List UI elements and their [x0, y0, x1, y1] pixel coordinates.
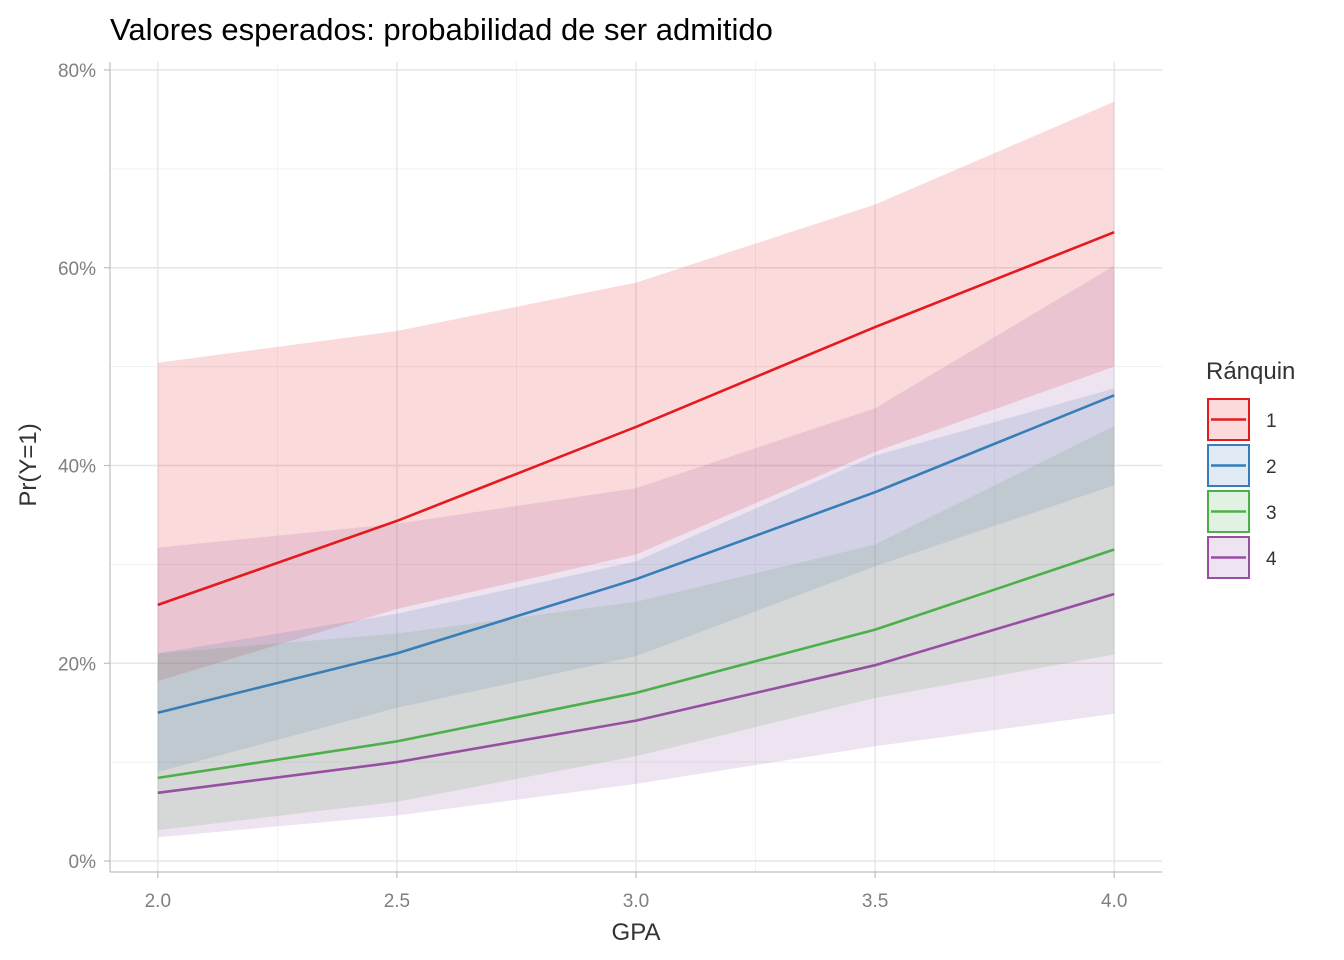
legend-label-1: 1 — [1266, 411, 1277, 432]
confidence-band-1 — [157, 101, 1115, 682]
confidence-band-3 — [157, 426, 1115, 831]
y-tick-label: 40% — [58, 457, 96, 478]
legend-label-2: 2 — [1266, 457, 1277, 478]
y-tick-label: 60% — [58, 259, 96, 280]
chart-title: Valores esperados: probabilidad de ser a… — [110, 12, 773, 47]
series-line-4 — [157, 592, 1115, 795]
legend-title: Ránquin — [1206, 358, 1295, 385]
x-tick-label: 2.5 — [384, 891, 410, 912]
y-tick-label: 0% — [69, 852, 97, 873]
legend-label-3: 3 — [1266, 503, 1277, 524]
x-axis-title: GPA — [612, 919, 661, 946]
x-tick-label: 2.0 — [145, 891, 171, 912]
y-tick-label: 80% — [58, 61, 96, 82]
confidence-bands — [157, 101, 1115, 838]
axes: 2.0 2.5 3.0 3.5 4.0 0% 20% 40% 60% 80% — [58, 61, 1162, 912]
x-tick-label: 4.0 — [1101, 891, 1127, 912]
series-lines — [157, 230, 1115, 795]
series-line-3 — [157, 548, 1115, 780]
x-tick-label: 3.5 — [862, 891, 888, 912]
legend: Ránquin 1 2 3 4 — [1206, 358, 1295, 579]
y-axis-title: Pr(Y=1) — [15, 423, 42, 506]
legend-label-4: 4 — [1266, 549, 1277, 570]
series-line-2 — [157, 394, 1115, 714]
x-tick-label: 3.0 — [623, 891, 649, 912]
grid — [110, 62, 1162, 872]
y-tick-label: 20% — [58, 654, 96, 675]
confidence-band-4 — [157, 265, 1115, 838]
series-line-1 — [157, 230, 1115, 607]
